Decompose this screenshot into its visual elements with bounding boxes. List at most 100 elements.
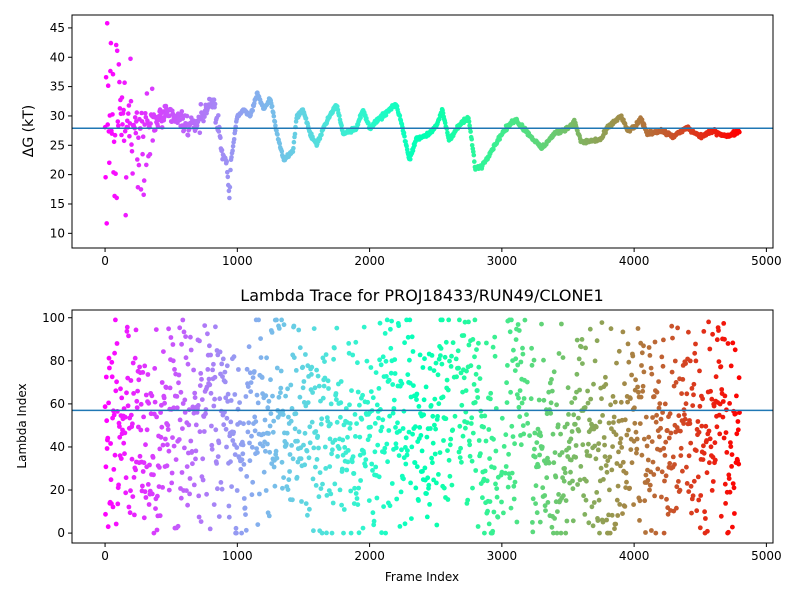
lambda-point xyxy=(307,424,313,430)
lambda-point xyxy=(574,371,580,377)
lambda-point xyxy=(599,320,605,325)
lambda-point xyxy=(167,385,173,391)
delta-g-point xyxy=(136,162,142,168)
lambda-point xyxy=(128,412,134,418)
lambda-point xyxy=(262,417,268,423)
lambda-point xyxy=(468,421,474,426)
lambda-point xyxy=(466,319,471,325)
delta-g-point xyxy=(110,71,116,77)
lambda-point xyxy=(117,424,122,429)
lambda-point xyxy=(374,402,380,408)
lambda-point xyxy=(622,417,628,423)
lambda-point xyxy=(669,323,675,329)
lambda-point xyxy=(185,502,191,508)
lambda-point xyxy=(373,370,379,375)
lambda-point xyxy=(141,460,147,466)
lambda-point xyxy=(231,354,237,360)
lambda-point xyxy=(450,427,456,433)
lambda-point xyxy=(348,530,354,536)
lambda-point xyxy=(220,374,225,379)
lambda-point xyxy=(620,459,626,465)
lambda-point xyxy=(684,391,690,397)
lambda-point xyxy=(184,464,190,469)
lambda-point xyxy=(379,530,384,536)
lambda-point xyxy=(662,453,668,458)
lambda-point xyxy=(325,378,331,384)
lambda-point xyxy=(521,396,527,401)
lambda-point xyxy=(371,518,377,524)
lambda-point xyxy=(209,423,214,429)
lambda-point xyxy=(473,468,479,473)
lambda-point xyxy=(612,399,618,405)
lambda-point xyxy=(132,355,138,361)
lambda-point xyxy=(544,411,550,417)
lambda-point xyxy=(511,496,517,502)
lambda-point xyxy=(626,359,632,365)
delta-g-point xyxy=(108,68,113,74)
lambda-point xyxy=(692,350,698,356)
delta-g-point xyxy=(469,143,475,148)
lambda-point xyxy=(639,350,645,356)
lambda-point xyxy=(501,444,507,449)
delta-g-point xyxy=(135,157,140,162)
delta-g-point xyxy=(737,129,742,135)
lambda-point xyxy=(635,326,641,331)
delta-g-point xyxy=(202,114,207,119)
delta-g-point xyxy=(319,132,324,138)
lambda-point xyxy=(466,342,472,348)
lambda-point xyxy=(618,463,623,469)
lambda-point xyxy=(143,495,149,500)
lambda-point xyxy=(209,442,215,448)
lambda-point xyxy=(314,457,320,462)
delta-g-y-tick-label: 10 xyxy=(50,226,65,240)
lambda-point xyxy=(628,396,633,401)
lambda-point xyxy=(176,437,182,442)
lambda-point xyxy=(346,341,352,346)
lambda-point xyxy=(670,335,675,341)
lambda-point xyxy=(196,493,202,499)
delta-g-point xyxy=(230,144,236,149)
lambda-point xyxy=(564,518,570,524)
delta-g-point xyxy=(134,119,139,124)
lambda-point xyxy=(287,469,292,474)
lambda-point xyxy=(258,336,263,341)
lambda-point xyxy=(356,530,362,536)
lambda-point xyxy=(680,468,685,474)
lambda-point xyxy=(533,501,538,506)
delta-g-point xyxy=(271,113,277,119)
lambda-point xyxy=(408,480,413,486)
lambda-point xyxy=(294,474,300,480)
lambda-point xyxy=(383,530,388,536)
lambda-point xyxy=(476,438,482,443)
delta-g-point xyxy=(179,109,185,114)
lambda-point xyxy=(469,415,475,421)
lambda-point xyxy=(483,438,489,444)
lambda-point xyxy=(666,435,672,441)
lambda-point xyxy=(721,321,727,326)
lambda-point xyxy=(157,446,163,452)
lambda-point xyxy=(182,397,188,403)
lambda-point xyxy=(350,454,356,459)
lambda-point xyxy=(207,343,212,349)
lambda-point xyxy=(670,454,676,460)
lambda-point xyxy=(370,510,376,516)
delta-g-point xyxy=(216,129,222,134)
lambda-point xyxy=(574,337,580,343)
lambda-point xyxy=(316,445,321,451)
lambda-point xyxy=(266,398,272,404)
lambda-point xyxy=(163,385,169,390)
lambda-point xyxy=(586,520,592,526)
lambda-point xyxy=(449,482,455,488)
lambda-point xyxy=(559,321,564,327)
lambda-point xyxy=(606,420,612,426)
lambda-point xyxy=(431,477,436,483)
lambda-point xyxy=(471,382,477,387)
lambda-point xyxy=(716,412,722,418)
lambda-point xyxy=(249,433,254,439)
lambda-point xyxy=(119,395,125,401)
lambda-point xyxy=(338,414,343,420)
lambda-point xyxy=(200,456,206,462)
delta-g-point xyxy=(139,110,144,116)
lambda-point xyxy=(416,404,422,409)
lambda-point xyxy=(356,485,361,491)
